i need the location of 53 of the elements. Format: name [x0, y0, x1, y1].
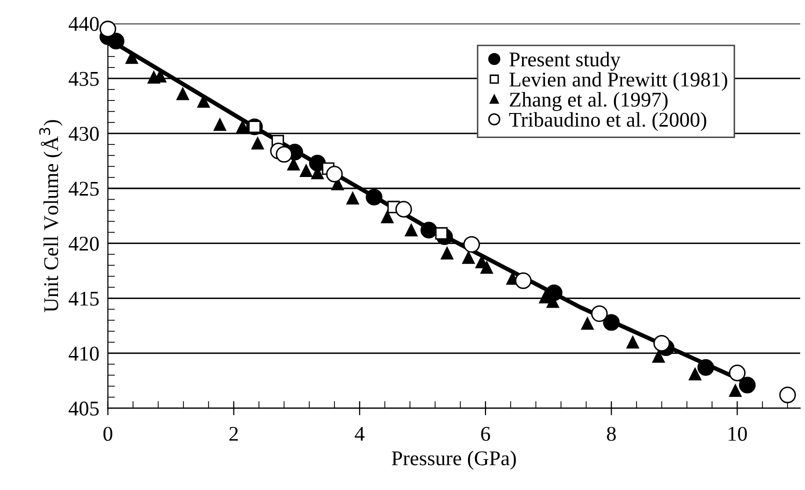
x-tick-label: 10	[728, 426, 747, 441]
y-tick-label: 420	[68, 236, 99, 251]
point	[462, 251, 475, 264]
point	[126, 51, 138, 64]
point	[300, 164, 312, 178]
x-tick-label: 0	[103, 426, 112, 441]
point	[366, 188, 382, 206]
point	[729, 384, 742, 397]
point	[779, 386, 796, 404]
y-tick-label: 405	[68, 402, 99, 416]
x-tick-label: 6	[481, 426, 490, 441]
legend-label: Zhang et al. (1997)	[510, 92, 668, 111]
legend-label: Tribaudino et al. (2000)	[509, 112, 706, 132]
x-tick-label: 4	[354, 426, 364, 441]
point	[728, 364, 746, 382]
point	[697, 359, 714, 376]
point	[652, 350, 665, 363]
point	[346, 192, 359, 205]
x-axis-title: Pressure (GPa)	[392, 450, 516, 470]
point	[688, 368, 702, 380]
point	[395, 200, 412, 218]
y-tick-label: 425	[68, 182, 99, 196]
y-tick-label: 415	[68, 292, 99, 306]
point	[738, 376, 756, 394]
point	[108, 32, 124, 50]
point	[381, 210, 394, 224]
point	[176, 88, 190, 100]
point	[581, 317, 594, 330]
legend-label: Levien and Prewitt (1981)	[509, 72, 728, 91]
y-tick-label: 410	[68, 346, 99, 361]
point	[100, 20, 116, 38]
point	[276, 146, 292, 163]
point	[214, 118, 226, 131]
y-axis-title: Unit Cell Volume (Å$^{3}$)	[39, 120, 62, 312]
y-tick-label: 440	[68, 16, 99, 31]
point	[440, 246, 454, 260]
x-tick-label: 8	[606, 426, 616, 441]
point	[463, 236, 480, 253]
point	[603, 314, 620, 331]
point	[480, 261, 493, 274]
point	[326, 166, 343, 182]
point	[514, 272, 532, 290]
y-tick-label: 430	[68, 126, 99, 141]
point	[251, 137, 264, 150]
point	[626, 336, 640, 348]
point	[591, 305, 608, 322]
y-tick-label: 435	[68, 72, 99, 86]
x-tick-label: 2	[229, 426, 238, 441]
point	[404, 224, 418, 236]
legend-label: Present study	[509, 52, 620, 71]
point	[420, 222, 438, 238]
point	[236, 120, 249, 134]
point	[653, 334, 670, 352]
